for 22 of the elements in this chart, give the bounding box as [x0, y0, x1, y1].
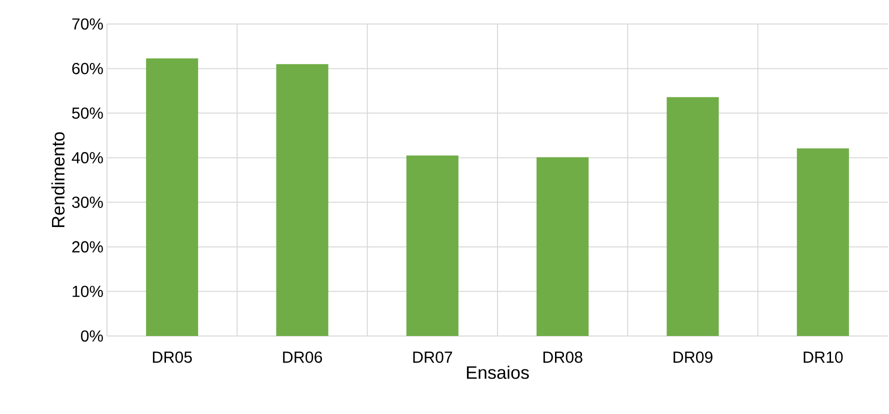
x-tick-label: DR07 [413, 352, 452, 363]
x-tick-label: DR05 [152, 352, 192, 363]
y-tick-label: 0% [80, 330, 103, 342]
bar [796, 148, 849, 336]
y-tick-label: 70% [72, 18, 103, 30]
y-axis-title: Rendimento [51, 132, 65, 228]
x-tick-label: DR09 [674, 352, 712, 363]
x-tick-label: DR06 [283, 352, 322, 363]
y-tick-label: 50% [72, 107, 103, 119]
y-tick-label: 40% [72, 152, 103, 164]
y-tick-label: 10% [72, 286, 103, 298]
y-tick-label: 30% [72, 196, 103, 208]
bar [666, 97, 719, 336]
bar [406, 155, 458, 336]
y-tick-label: 60% [72, 62, 103, 74]
bar [276, 64, 328, 336]
x-tick-label: DR10 [804, 352, 843, 363]
x-tick-label: DR08 [543, 352, 582, 363]
y-tick-label: 20% [72, 241, 103, 253]
x-axis-title: Ensaios [466, 366, 529, 379]
bar [146, 58, 198, 336]
bar [536, 157, 589, 336]
